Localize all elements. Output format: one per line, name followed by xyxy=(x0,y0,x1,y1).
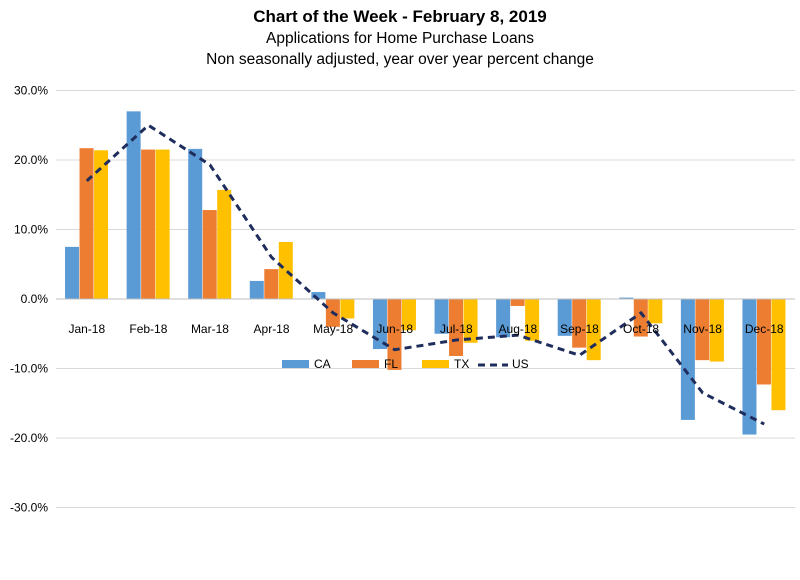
legend-swatch-fl xyxy=(352,360,379,368)
x-tick-label: Jun-18 xyxy=(376,322,413,336)
legend-label-ca: CA xyxy=(314,357,331,371)
y-tick-label: -30.0% xyxy=(10,501,48,515)
bar-tx-jul-18 xyxy=(464,299,478,343)
x-tick-label: Oct-18 xyxy=(623,322,659,336)
y-tick-label: 20.0% xyxy=(14,153,48,167)
chart-plot: 30.0% 20.0% 10.0% 0.0% -10.0% -20.0% -30.0% Jan… xyxy=(0,0,800,580)
legend-swatch-tx xyxy=(422,360,449,368)
x-tick-label: Nov-18 xyxy=(683,322,722,336)
x-tick-label: Aug-18 xyxy=(499,322,538,336)
x-tick-label: Dec-18 xyxy=(745,322,784,336)
bar-tx-feb-18 xyxy=(156,150,170,299)
legend-label-tx: TX xyxy=(454,357,469,371)
bar-fl-apr-18 xyxy=(264,269,278,299)
y-tick-label: -20.0% xyxy=(10,431,48,445)
y-tick-label: 0.0% xyxy=(21,292,49,306)
bar-ca-apr-18 xyxy=(250,281,264,299)
x-tick-label: Feb-18 xyxy=(129,322,167,336)
x-tick-label: May-18 xyxy=(313,322,353,336)
bar-tx-oct-18 xyxy=(648,299,662,323)
bar-ca-nov-18 xyxy=(681,299,695,420)
x-tick-label: Mar-18 xyxy=(191,322,229,336)
bar-ca-mar-18 xyxy=(188,149,202,299)
legend-label-us: US xyxy=(512,357,529,371)
bar-fl-jan-18 xyxy=(80,148,94,299)
bar-fl-aug-18 xyxy=(511,299,525,306)
bar-fl-mar-18 xyxy=(203,210,217,299)
bar-tx-may-18 xyxy=(340,299,354,318)
y-tick-label: -10.0% xyxy=(10,362,48,376)
legend-swatch-ca xyxy=(282,360,309,368)
x-tick-label: Jul-18 xyxy=(440,322,473,336)
bar-tx-apr-18 xyxy=(279,242,293,299)
legend-label-fl: FL xyxy=(384,357,398,371)
bar-fl-dec-18 xyxy=(757,299,771,384)
bar-tx-dec-18 xyxy=(771,299,785,410)
y-tick-label: 10.0% xyxy=(14,223,48,237)
y-tick-label: 30.0% xyxy=(14,84,48,98)
bar-tx-mar-18 xyxy=(217,190,231,299)
x-tick-label: Sep-18 xyxy=(560,322,599,336)
x-tick-label: Jan-18 xyxy=(68,322,105,336)
bar-ca-jan-18 xyxy=(65,247,79,299)
bar-fl-feb-18 xyxy=(141,150,155,299)
x-tick-label: Apr-18 xyxy=(254,322,290,336)
